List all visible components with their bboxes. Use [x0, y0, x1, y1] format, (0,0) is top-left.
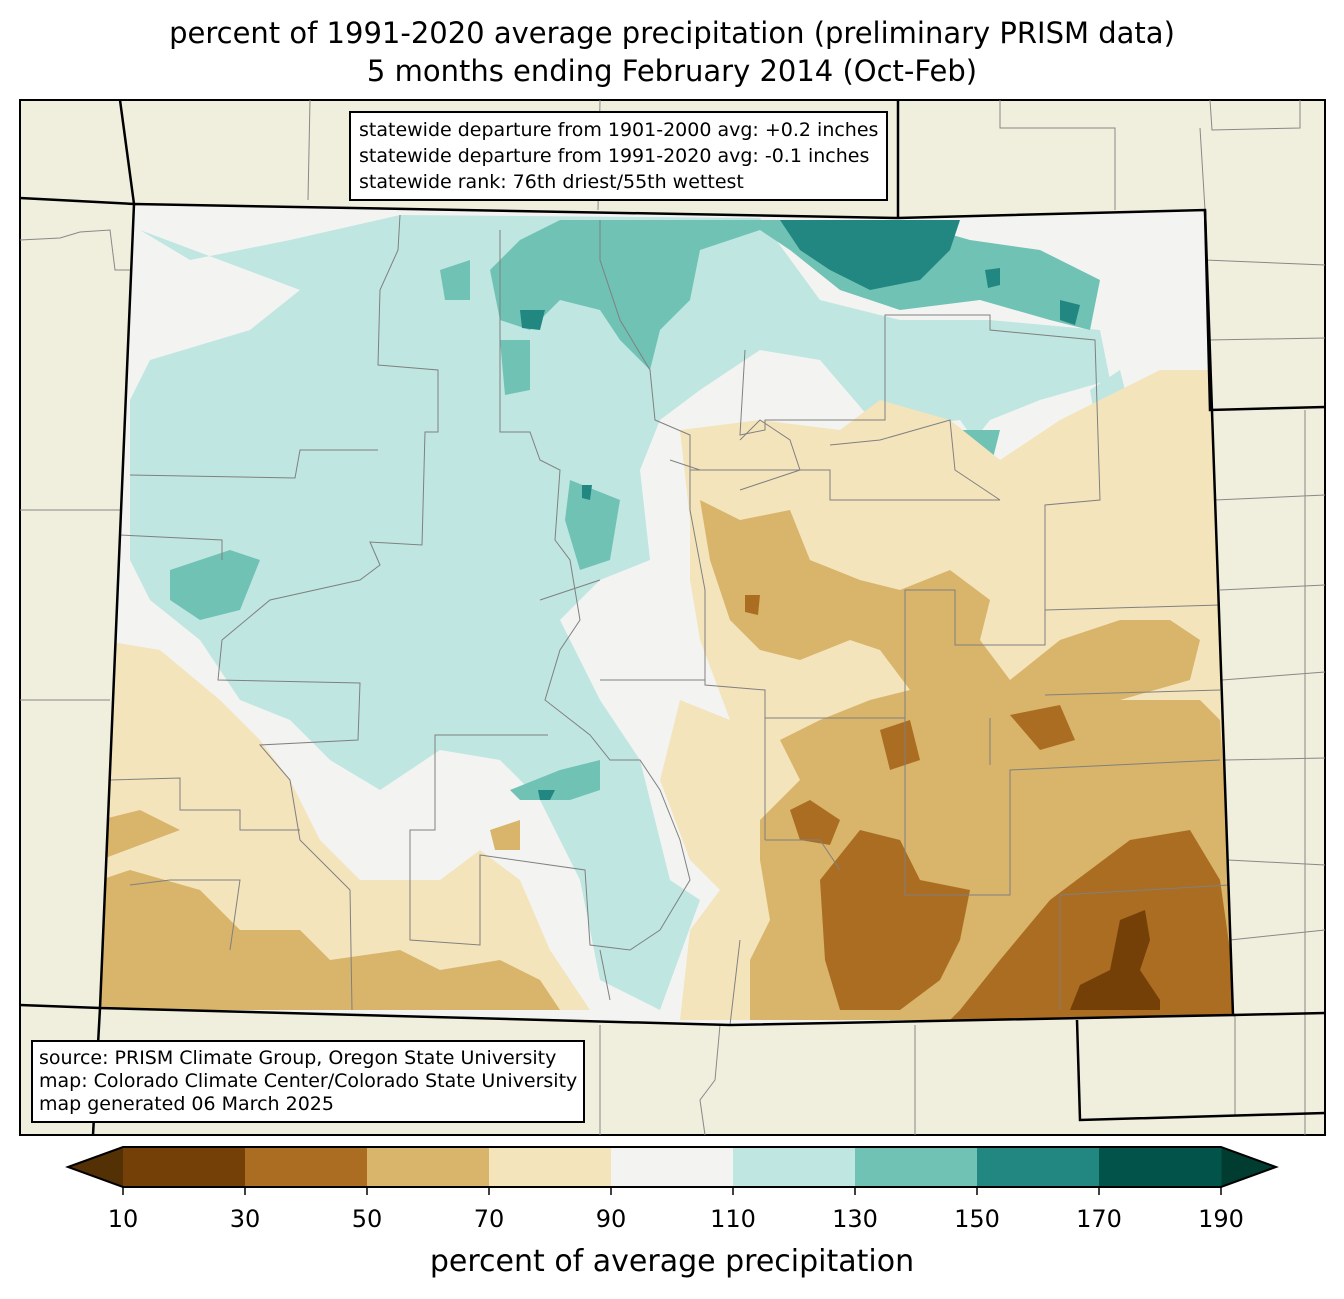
precipitation-contours	[100, 215, 1233, 1020]
county-boundaries	[109, 214, 1231, 1025]
colorbar-extend-low	[68, 1147, 123, 1187]
colorbar	[65, 1146, 1279, 1195]
map-title: percent of 1991-2020 average precipitati…	[169, 16, 1175, 50]
colorbar-tick-label: 150	[954, 1205, 1000, 1233]
colorbar-swatch	[611, 1147, 734, 1187]
colorbar-tick-label: 130	[832, 1205, 878, 1233]
statewide-rank: statewide rank: 76th driest/55th wettest	[359, 171, 744, 193]
source-credit: source: PRISM Climate Group, Oregon Stat…	[39, 1047, 557, 1069]
departure-1901-2000: statewide departure from 1901-2000 avg: …	[359, 119, 879, 141]
state-boundaries	[19, 99, 1326, 1136]
departure-1991-2020: statewide departure from 1991-2020 avg: …	[359, 145, 870, 167]
colorbar-tick-label: 30	[229, 1205, 261, 1233]
map-credit: map: Colorado Climate Center/Colorado St…	[39, 1070, 578, 1092]
colorbar-swatch	[733, 1147, 856, 1187]
colorbar-swatch	[1099, 1147, 1222, 1187]
colorbar-tick-label: 190	[1198, 1205, 1244, 1233]
colorbar-tick-label: 110	[710, 1205, 756, 1233]
statewide-stats-box: statewide departure from 1901-2000 avg: …	[349, 111, 889, 201]
colorbar-tick-label: 170	[1076, 1205, 1122, 1233]
neighbor-state-counties	[19, 99, 1326, 1136]
colorbar-tick-label: 70	[473, 1205, 505, 1233]
colorbar-tick-label: 10	[107, 1205, 139, 1233]
source-box: source: PRISM Climate Group, Oregon Stat…	[31, 1040, 586, 1123]
colorbar-tick-label: 50	[351, 1205, 383, 1233]
colorbar-swatch	[367, 1147, 490, 1187]
colorbar-tick-label: 90	[595, 1205, 627, 1233]
colorbar-label: percent of average precipitation	[429, 1244, 915, 1279]
generated-date: map generated 06 March 2025	[39, 1093, 334, 1115]
map-subtitle: 5 months ending February 2014 (Oct-Feb)	[366, 54, 978, 88]
colorbar-swatch	[977, 1147, 1100, 1187]
colorbar-swatch	[245, 1147, 368, 1187]
colorbar-swatch	[855, 1147, 978, 1187]
colorbar-swatch	[123, 1147, 246, 1187]
colorbar-extend-high	[1221, 1147, 1276, 1187]
colorbar-swatch	[489, 1147, 612, 1187]
